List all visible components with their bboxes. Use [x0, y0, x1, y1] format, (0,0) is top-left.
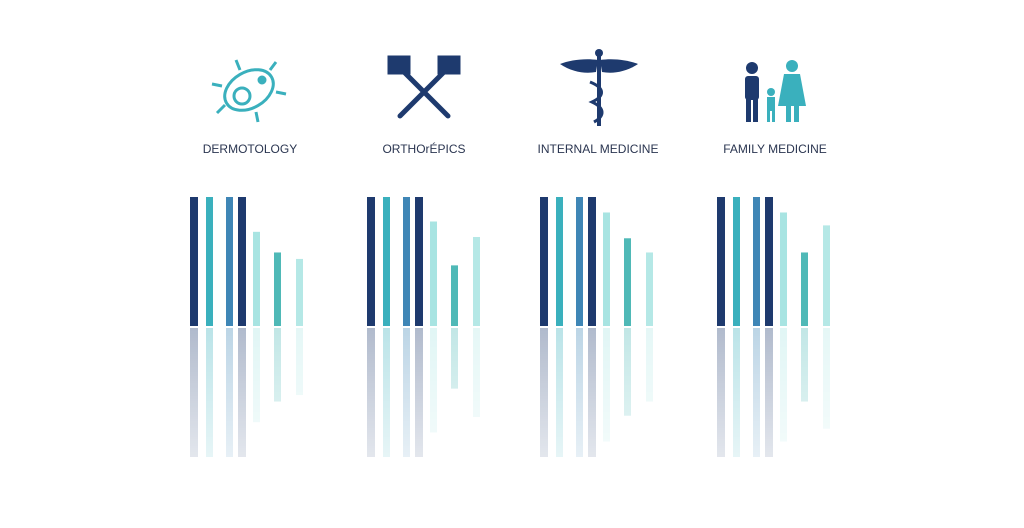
bar: [296, 258, 303, 326]
bar-reflection: [753, 328, 760, 457]
bar: [226, 197, 233, 326]
bar: [430, 221, 437, 326]
bar-reflection: [556, 328, 563, 457]
bar-reflection: [274, 328, 281, 402]
bar: [646, 252, 653, 326]
bar: [367, 197, 375, 326]
bar-reflection: [780, 328, 787, 442]
bar: [556, 197, 563, 326]
bar: [765, 197, 773, 326]
bar-reflection: [576, 328, 583, 457]
bar-reflection: [540, 328, 548, 457]
family-icon: [745, 60, 806, 122]
caduceus-icon: [560, 49, 638, 126]
bar-reflection: [473, 328, 480, 418]
bar-reflection: [415, 328, 423, 457]
bar: [801, 252, 808, 326]
bar: [753, 197, 760, 326]
bar-reflection: [430, 328, 437, 433]
bar: [451, 265, 458, 326]
chart-title: INTERNAL MEDICINE: [538, 142, 659, 156]
bar: [733, 197, 740, 326]
bar-reflection: [190, 328, 198, 457]
bar: [190, 197, 198, 326]
bar: [274, 252, 281, 326]
chart-title: DERMOTOLOGY: [203, 142, 297, 156]
bar: [540, 197, 548, 326]
bar-reflection: [733, 328, 740, 457]
bar: [823, 225, 830, 326]
bar-reflection: [603, 328, 610, 442]
bar: [206, 197, 213, 326]
reflections: [190, 328, 830, 457]
bar: [473, 236, 480, 326]
bar: [383, 197, 390, 326]
bar-reflection: [226, 328, 233, 457]
bar-reflection: [367, 328, 375, 457]
microbe-icon: [211, 59, 287, 123]
chart-title: FAMILY MEDICINE: [723, 142, 827, 156]
bar-reflection: [383, 328, 390, 457]
bone-hammer-icon: [387, 55, 461, 119]
chart-title: ORTHOrÉPICS: [382, 141, 465, 156]
bar-reflection: [717, 328, 725, 457]
bar: [624, 238, 631, 326]
bar: [717, 197, 725, 326]
bar: [780, 212, 787, 326]
bar-reflection: [624, 328, 631, 416]
bar-reflection: [823, 328, 830, 429]
bar-reflection: [765, 328, 773, 457]
bar-reflection: [238, 328, 246, 457]
bar: [253, 231, 260, 326]
bar: [238, 197, 246, 326]
bar: [576, 197, 583, 326]
bar: [603, 212, 610, 326]
bar-reflection: [403, 328, 410, 457]
bar-reflection: [801, 328, 808, 402]
bar-reflection: [588, 328, 596, 457]
bar-reflection: [296, 328, 303, 396]
bar-reflection: [206, 328, 213, 457]
bar: [588, 197, 596, 326]
bar-reflection: [646, 328, 653, 402]
bar-reflection: [451, 328, 458, 389]
bar-reflection: [253, 328, 260, 423]
bar: [415, 197, 423, 326]
bar: [403, 197, 410, 326]
